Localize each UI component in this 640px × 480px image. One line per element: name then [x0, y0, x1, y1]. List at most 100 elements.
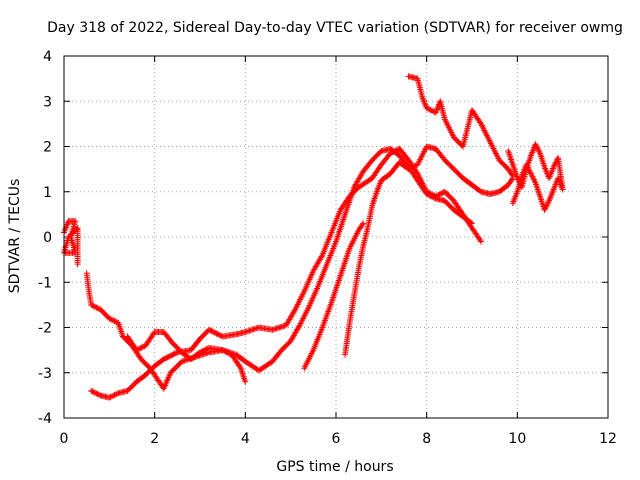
series-track-8 — [505, 141, 566, 213]
data-point — [89, 302, 96, 309]
data-point — [430, 194, 437, 201]
y-tick-label: 3 — [43, 94, 52, 110]
plot-frame — [63, 55, 609, 419]
data-point — [426, 106, 433, 113]
data-point — [90, 389, 97, 396]
data-point — [107, 393, 114, 400]
data-point — [477, 237, 484, 244]
series-track-4 — [124, 145, 475, 374]
y-tick-label: 2 — [43, 140, 52, 156]
data-point — [412, 162, 419, 169]
data-point — [427, 106, 434, 113]
data-point — [106, 315, 113, 322]
data-point — [88, 301, 95, 308]
data-point — [295, 323, 302, 330]
data-point — [110, 317, 117, 324]
y-tick-label: -3 — [38, 366, 52, 382]
x-tick-label: 8 — [422, 431, 431, 447]
data-point — [106, 394, 113, 401]
x-tick-label: 2 — [150, 431, 159, 447]
data-point — [107, 316, 114, 323]
series-track-1 — [61, 218, 81, 268]
data-point — [236, 363, 243, 370]
data-point — [136, 345, 143, 352]
data-point — [203, 346, 210, 353]
data-point — [173, 350, 180, 357]
data-point — [111, 392, 118, 399]
data-point — [140, 343, 147, 350]
data-point — [478, 238, 485, 245]
data-point — [200, 347, 207, 354]
series-track-6 — [342, 143, 516, 358]
y-axis-label: SDTVAR / TECUs — [7, 179, 23, 294]
data-point — [74, 261, 81, 268]
data-point — [360, 220, 367, 227]
data-point — [108, 393, 115, 400]
y-tick-label: -4 — [38, 411, 52, 427]
data-point — [89, 388, 96, 395]
data-point — [88, 387, 95, 394]
data-point — [291, 307, 298, 314]
data-point — [94, 305, 101, 312]
data-point — [426, 192, 433, 199]
data-point — [424, 105, 431, 112]
data-point — [111, 318, 118, 325]
data-point — [198, 348, 205, 355]
y-tick-label: -1 — [38, 275, 52, 291]
x-tick-label: 12 — [599, 431, 617, 447]
x-tick-label: 0 — [60, 431, 69, 447]
x-axis-label: GPS time / hours — [276, 459, 393, 475]
data-point — [112, 318, 119, 325]
data-points — [61, 73, 566, 401]
data-point — [108, 316, 115, 323]
series-track-7 — [405, 73, 516, 179]
data-point — [410, 163, 417, 170]
data-point — [477, 119, 484, 126]
x-tick-label: 10 — [508, 431, 526, 447]
data-point — [405, 166, 412, 173]
data-point — [423, 191, 430, 198]
data-point — [94, 391, 101, 398]
y-tick-label: 0 — [43, 230, 52, 246]
data-point — [436, 191, 443, 198]
data-point — [423, 105, 430, 112]
data-point — [428, 193, 435, 200]
data-point — [509, 172, 516, 179]
x-tick-label: 4 — [241, 431, 250, 447]
chart-title: Day 318 of 2022, Sidereal Day-to-day VTE… — [47, 20, 623, 36]
data-point — [242, 378, 249, 385]
data-point — [406, 165, 413, 172]
data-point — [92, 389, 99, 396]
data-point — [509, 200, 516, 207]
data-point — [133, 347, 140, 354]
series-track-2 — [83, 270, 249, 392]
data-point — [93, 304, 100, 311]
data-point — [427, 192, 434, 199]
y-tick-label: 1 — [43, 185, 52, 201]
x-tick-label: 6 — [332, 431, 341, 447]
data-point — [469, 220, 475, 227]
series-track-5 — [301, 220, 367, 372]
data-point — [112, 391, 119, 398]
data-point — [409, 164, 416, 171]
y-tick-label: -2 — [38, 321, 52, 337]
data-point — [95, 391, 102, 398]
data-point — [90, 303, 97, 310]
data-point — [93, 390, 100, 397]
data-point — [137, 345, 144, 352]
data-point — [359, 221, 366, 228]
data-point — [110, 392, 117, 399]
data-point — [73, 226, 80, 233]
data-point — [134, 346, 141, 353]
data-point — [114, 390, 121, 397]
data-point — [318, 253, 325, 260]
data-point — [202, 346, 209, 353]
data-point — [408, 164, 415, 171]
data-point — [199, 348, 206, 355]
data-point — [437, 190, 444, 197]
y-tick-label: 4 — [43, 49, 52, 65]
data-point — [197, 349, 203, 356]
data-point — [138, 344, 145, 351]
data-point — [467, 219, 474, 226]
